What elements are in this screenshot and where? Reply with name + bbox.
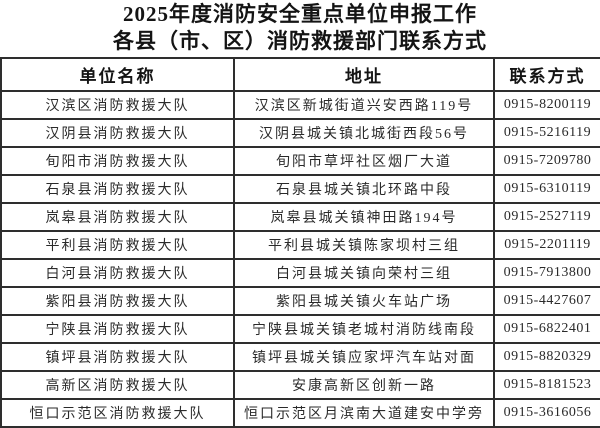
- phone-cell: 0915-4427607: [493, 286, 600, 316]
- address-cell: 石泉县城关镇北环路中段: [233, 174, 495, 204]
- table-row: 宁陕县消防救援大队 宁陕县城关镇老城村消防线南段 0915-6822401: [0, 314, 600, 344]
- document-title: 2025年度消防安全重点单位申报工作 各县（市、区）消防救援部门联系方式: [0, 0, 600, 57]
- address-cell: 汉阴县城关镇北城街西段56号: [233, 118, 495, 148]
- phone-cell: 0915-6822401: [493, 314, 600, 344]
- table-row: 石泉县消防救援大队 石泉县城关镇北环路中段 0915-6310119: [0, 174, 600, 204]
- phone-cell: 0915-7913800: [493, 258, 600, 288]
- unit-name-cell: 镇坪县消防救援大队: [0, 342, 235, 372]
- unit-name-cell: 岚皋县消防救援大队: [0, 202, 235, 232]
- address-cell: 紫阳县城关镇火车站广场: [233, 286, 495, 316]
- header-contact: 联系方式: [493, 57, 600, 92]
- title-line-2: 各县（市、区）消防救援部门联系方式: [113, 29, 487, 53]
- contact-table: 单位名称 地址 联系方式 汉滨区消防救援大队 汉滨区新城街道兴安西路119号 0…: [0, 57, 600, 428]
- address-cell: 岚皋县城关镇神田路194号: [233, 202, 495, 232]
- address-cell: 镇坪县城关镇应家坪汽车站对面: [233, 342, 495, 372]
- table-body: 汉滨区消防救援大队 汉滨区新城街道兴安西路119号 0915-8200119 汉…: [0, 90, 600, 428]
- table-row: 旬阳市消防救援大队 旬阳市草坪社区烟厂大道 0915-7209780: [0, 146, 600, 176]
- table-row: 平利县消防救援大队 平利县城关镇陈家坝村三组 0915-2201119: [0, 230, 600, 260]
- phone-cell: 0915-7209780: [493, 146, 600, 176]
- phone-cell: 0915-2527119: [493, 202, 600, 232]
- table-row: 汉阴县消防救援大队 汉阴县城关镇北城街西段56号 0915-5216119: [0, 118, 600, 148]
- address-cell: 平利县城关镇陈家坝村三组: [233, 230, 495, 260]
- header-unit-name: 单位名称: [0, 57, 235, 92]
- unit-name-cell: 汉滨区消防救援大队: [0, 90, 235, 120]
- phone-cell: 0915-2201119: [493, 230, 600, 260]
- table-row: 岚皋县消防救援大队 岚皋县城关镇神田路194号 0915-2527119: [0, 202, 600, 232]
- table-row: 紫阳县消防救援大队 紫阳县城关镇火车站广场 0915-4427607: [0, 286, 600, 316]
- table-row: 汉滨区消防救援大队 汉滨区新城街道兴安西路119号 0915-8200119: [0, 90, 600, 120]
- phone-cell: 0915-8200119: [493, 90, 600, 120]
- header-address: 地址: [233, 57, 495, 92]
- phone-cell: 0915-3616056: [493, 398, 600, 428]
- unit-name-cell: 恒口示范区消防救援大队: [0, 398, 235, 428]
- table-row: 高新区消防救援大队 安康高新区创新一路 0915-8181523: [0, 370, 600, 400]
- table-header-row: 单位名称 地址 联系方式: [0, 57, 600, 92]
- phone-cell: 0915-8820329: [493, 342, 600, 372]
- title-line-1: 2025年度消防安全重点单位申报工作: [123, 2, 477, 26]
- address-cell: 白河县城关镇向荣村三组: [233, 258, 495, 288]
- table-row: 恒口示范区消防救援大队 恒口示范区月滨南大道建安中学旁 0915-3616056: [0, 398, 600, 428]
- unit-name-cell: 石泉县消防救援大队: [0, 174, 235, 204]
- address-cell: 旬阳市草坪社区烟厂大道: [233, 146, 495, 176]
- address-cell: 安康高新区创新一路: [233, 370, 495, 400]
- phone-cell: 0915-6310119: [493, 174, 600, 204]
- table-row: 白河县消防救援大队 白河县城关镇向荣村三组 0915-7913800: [0, 258, 600, 288]
- address-cell: 汉滨区新城街道兴安西路119号: [233, 90, 495, 120]
- table-row: 镇坪县消防救援大队 镇坪县城关镇应家坪汽车站对面 0915-8820329: [0, 342, 600, 372]
- unit-name-cell: 汉阴县消防救援大队: [0, 118, 235, 148]
- unit-name-cell: 平利县消防救援大队: [0, 230, 235, 260]
- unit-name-cell: 紫阳县消防救援大队: [0, 286, 235, 316]
- phone-cell: 0915-5216119: [493, 118, 600, 148]
- unit-name-cell: 白河县消防救援大队: [0, 258, 235, 288]
- unit-name-cell: 高新区消防救援大队: [0, 370, 235, 400]
- unit-name-cell: 宁陕县消防救援大队: [0, 314, 235, 344]
- phone-cell: 0915-8181523: [493, 370, 600, 400]
- address-cell: 恒口示范区月滨南大道建安中学旁: [233, 398, 495, 428]
- address-cell: 宁陕县城关镇老城村消防线南段: [233, 314, 495, 344]
- unit-name-cell: 旬阳市消防救援大队: [0, 146, 235, 176]
